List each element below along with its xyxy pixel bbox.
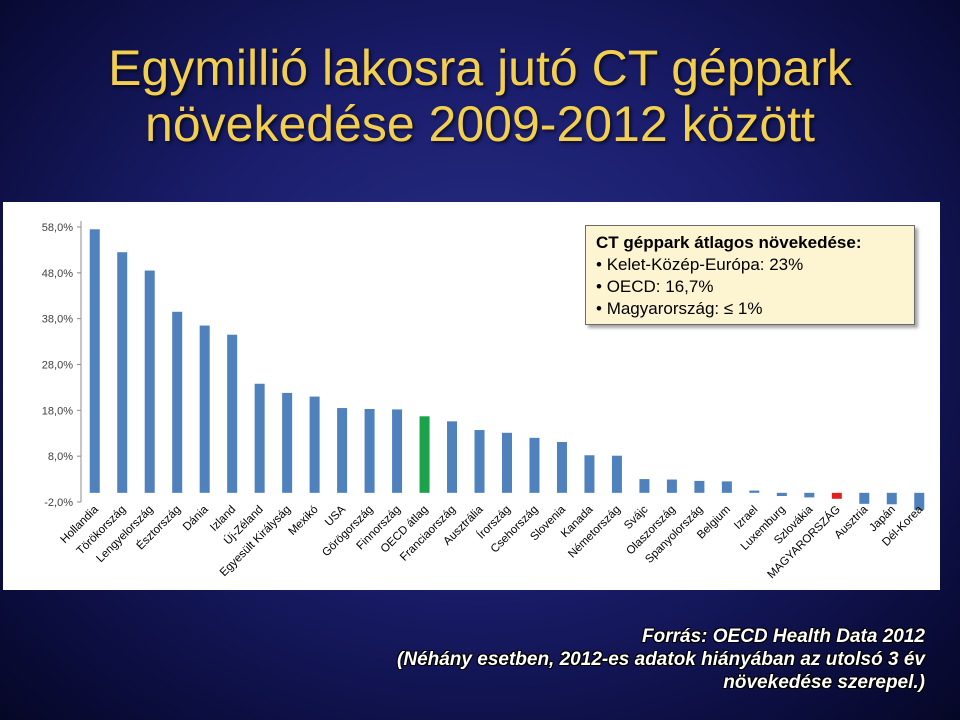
bar <box>144 270 155 493</box>
bar <box>254 383 265 493</box>
bar <box>611 455 622 493</box>
bar <box>309 396 320 493</box>
bar <box>749 490 760 493</box>
bar <box>474 430 485 493</box>
bar <box>831 492 842 499</box>
bar <box>776 492 787 497</box>
bar <box>584 455 595 493</box>
bar <box>447 421 458 493</box>
bar <box>556 441 567 493</box>
bar <box>721 481 732 493</box>
x-tick-label: Dánia <box>181 503 211 533</box>
bar <box>639 479 650 493</box>
y-tick-label: 8,0% <box>48 451 73 463</box>
bar <box>886 492 897 505</box>
x-tick-label: Mexikó <box>286 504 320 538</box>
slide-title: Egymillió lakosra jutó CT géppark növeke… <box>0 40 960 152</box>
bar <box>337 408 348 493</box>
bar <box>914 492 925 510</box>
callout-item-hungary: Magyarország: ≤ 1% <box>596 298 904 320</box>
bar <box>859 492 870 504</box>
source-line2: (Néhány esetben, 2012-es adatok hiányába… <box>397 649 925 670</box>
y-tick-label: 58,0% <box>42 222 73 234</box>
callout-heading: CT géppark átlagos növekedése: <box>596 233 862 252</box>
average-growth-callout: CT géppark átlagos növekedése: Kelet-Köz… <box>585 225 915 325</box>
bar-chart: 58,0%48,0%38,0%28,0%18,0%8,0%-2,0%Hollan… <box>42 221 926 581</box>
callout-item-cee: Kelet-Közép-Európa: 23% <box>596 254 904 276</box>
callout-list: Kelet-Közép-Európa: 23% OECD: 16,7% Magy… <box>596 254 904 320</box>
slide-title-line1: Egymillió lakosra jutó CT géppark <box>108 40 852 96</box>
bar <box>666 479 677 493</box>
slide-title-line2: növekedése 2009-2012 között <box>145 96 815 152</box>
bar <box>199 325 210 493</box>
source-note: Forrás: OECD Health Data 2012 (Néhány es… <box>305 625 925 694</box>
bar <box>529 437 540 493</box>
bar <box>694 480 705 493</box>
bar <box>227 334 238 493</box>
bar <box>282 392 293 493</box>
y-tick-label: -2,0% <box>44 497 73 509</box>
bar <box>172 311 183 493</box>
y-tick-label: 28,0% <box>42 360 73 372</box>
source-line3: növekedése szerepel.) <box>723 672 925 693</box>
source-line1: Forrás: OECD Health Data 2012 <box>642 626 925 647</box>
y-tick-label: 48,0% <box>42 268 73 280</box>
bar <box>392 409 403 493</box>
bar <box>364 408 375 493</box>
bar <box>804 492 815 498</box>
y-tick-label: 18,0% <box>42 405 73 417</box>
bar <box>502 432 512 493</box>
y-tick-label: 38,0% <box>42 314 73 326</box>
bar <box>419 416 430 493</box>
callout-item-oecd: OECD: 16,7% <box>596 276 904 298</box>
bar <box>117 252 128 493</box>
bar <box>89 229 100 493</box>
